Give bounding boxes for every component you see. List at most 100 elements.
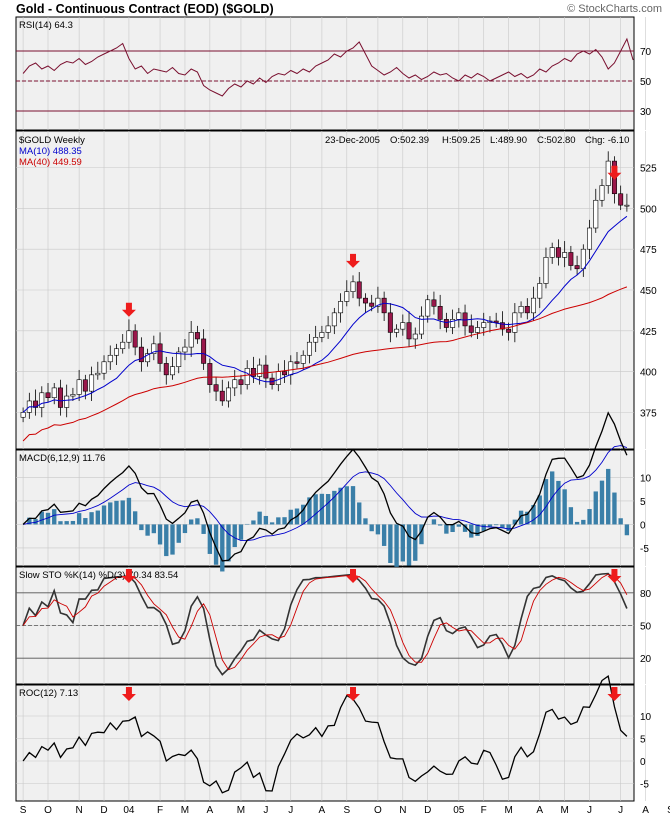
x-tick-label: J xyxy=(263,805,268,816)
x-tick-label: A xyxy=(207,805,214,816)
signal-arrow-icon xyxy=(346,253,361,268)
candle xyxy=(350,281,356,292)
candle xyxy=(288,361,294,376)
macd-histogram-bar xyxy=(226,524,231,562)
candle xyxy=(512,312,518,333)
candle xyxy=(406,322,412,340)
macd-histogram-bar xyxy=(375,524,381,535)
candle xyxy=(319,332,325,338)
macd-histogram-bar xyxy=(381,524,387,546)
x-tick-label: M xyxy=(504,805,512,816)
candle xyxy=(555,247,561,258)
macd-histogram-bar xyxy=(388,524,393,563)
candle xyxy=(238,379,244,385)
candle xyxy=(39,392,45,408)
stockcharts-credit: © StockCharts.com xyxy=(567,3,662,15)
macd-histogram-bar xyxy=(332,490,337,525)
macd-histogram-bar xyxy=(506,524,511,531)
macd-histogram-bar xyxy=(518,510,524,525)
candle xyxy=(89,374,95,392)
panel-macd xyxy=(15,449,635,567)
y-tick-label-rsi: 30 xyxy=(640,107,652,118)
candle xyxy=(294,361,300,364)
macd-histogram-bar xyxy=(232,524,237,548)
candle xyxy=(531,297,536,314)
macd-histogram-bar xyxy=(593,491,598,525)
x-tick-label: S xyxy=(343,805,350,816)
macd-histogram-bar xyxy=(238,524,244,540)
candle xyxy=(207,363,213,385)
price-legend-ohlc: H:509.25 xyxy=(442,135,481,146)
macd-histogram-bar xyxy=(487,524,493,527)
y-tick-label-price: 525 xyxy=(640,164,657,175)
roc-line xyxy=(22,674,628,794)
price-legend-ma10: MA(10) 488.35 xyxy=(19,146,82,157)
candle xyxy=(381,297,387,314)
x-tick-label: S xyxy=(667,805,670,816)
macd-histogram-bar xyxy=(251,520,256,525)
y-tick-label-roc: 10 xyxy=(640,712,652,723)
signal-arrow-icon xyxy=(121,302,136,317)
macd-histogram-bar xyxy=(145,524,150,536)
macd-histogram-bar xyxy=(512,519,518,525)
candle xyxy=(450,319,456,328)
x-tick-label: A xyxy=(642,805,649,816)
candle xyxy=(300,354,306,364)
macd-histogram-bar xyxy=(207,524,213,554)
candle xyxy=(132,330,138,348)
candle xyxy=(412,333,418,340)
candle xyxy=(506,328,512,333)
macd-histogram-bar xyxy=(525,511,530,525)
candle xyxy=(562,252,568,258)
y-tick-label-price: 400 xyxy=(640,368,657,379)
macd-histogram-bar xyxy=(213,524,219,565)
macd-histogram-bar xyxy=(188,519,194,525)
x-tick-label: A xyxy=(319,805,326,816)
y-tick-label-macd: 10 xyxy=(640,473,652,484)
panel-rsi xyxy=(15,16,635,131)
roc-legend: ROC(12) 7.13 xyxy=(19,688,78,699)
candle xyxy=(226,387,231,402)
macd-histogram-bar xyxy=(562,489,567,525)
candle xyxy=(568,252,574,266)
candle xyxy=(82,379,88,392)
macd-histogram-bar xyxy=(263,515,269,525)
candle xyxy=(182,346,188,353)
macd-histogram-bar xyxy=(195,518,200,525)
candle xyxy=(275,371,281,385)
x-tick-label: M xyxy=(237,805,245,816)
candle xyxy=(394,328,400,333)
macd-histogram-bar xyxy=(319,493,325,525)
price-legend-ohlc: Chg: -6.10 xyxy=(585,135,629,146)
candle xyxy=(76,379,82,395)
y-tick-label-roc: 5 xyxy=(640,735,646,746)
macd-histogram-bar xyxy=(444,524,449,534)
y-tick-label-roc: 0 xyxy=(640,757,646,768)
macd-histogram-bar xyxy=(537,495,542,525)
x-tick-label: 04 xyxy=(123,805,135,816)
macd-histogram-bar xyxy=(475,524,480,536)
macd-histogram-bar xyxy=(307,497,312,525)
signal-arrow-icon xyxy=(346,569,361,583)
x-tick-label: M xyxy=(181,805,189,816)
candle xyxy=(524,306,530,314)
macd-histogram-bar xyxy=(450,524,455,533)
signal-arrow-icon xyxy=(121,569,136,583)
macd-histogram-bar xyxy=(52,509,57,525)
candle xyxy=(107,354,113,363)
macd-histogram-bar xyxy=(599,480,605,525)
candle xyxy=(419,315,424,335)
candle xyxy=(344,291,350,302)
y-tick-label-rsi: 70 xyxy=(640,47,652,58)
candle xyxy=(456,312,462,320)
candle xyxy=(64,395,70,408)
sto-legend: Slow STO %K(14) %D(3) 70.34 83.54 xyxy=(19,570,178,581)
macd-histogram-bar xyxy=(151,524,157,534)
macd-histogram-bar xyxy=(587,509,592,525)
macd-histogram-bar xyxy=(357,502,362,525)
candle xyxy=(587,227,593,250)
rsi-legend: RSI(14) 64.3 xyxy=(19,20,73,31)
candle xyxy=(250,368,256,377)
candle xyxy=(170,366,175,376)
